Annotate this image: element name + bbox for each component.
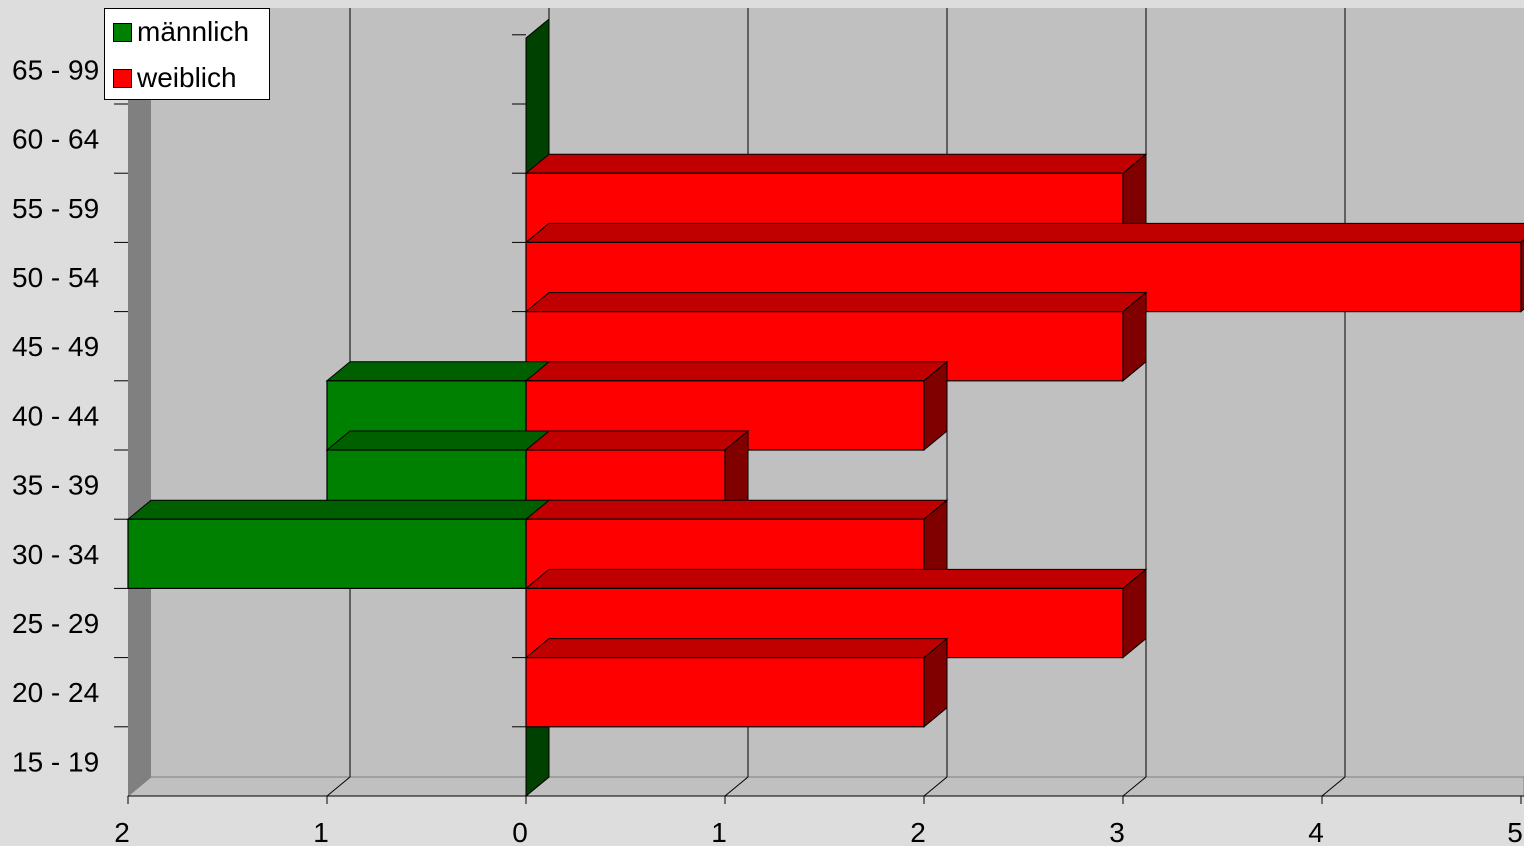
category-label-20-24: 20 - 24 (12, 677, 99, 708)
category-label-50-54: 50 - 54 (12, 262, 99, 293)
legend-swatch-weiblich (113, 68, 132, 88)
value-tick-label-5: 3 (1109, 817, 1125, 846)
bar-maennlich-40-44-top (325, 361, 551, 382)
bar-weiblich-20-24 (524, 637, 949, 728)
legend: männlich weiblich (104, 8, 270, 100)
plot-floor (126, 776, 1524, 797)
axes: 15 - 19 20 - 24 25 - 29 30 - 34 35 - 39 40 - … (12, 34, 1524, 846)
value-tick-label-6: 4 (1308, 817, 1324, 846)
bar-weiblich-30-34-top (524, 499, 949, 520)
bar-maennlich-30-34 (126, 499, 551, 590)
bar-weiblich-50-54-top (524, 222, 1524, 243)
gridline-floor-3 (923, 776, 948, 797)
value-tick-label-1: 1 (313, 817, 329, 846)
value-tick-label-7: 5 (1507, 817, 1523, 846)
legend-entry-weiblich: weiblich (113, 62, 237, 93)
gridline-floor-2 (724, 776, 749, 797)
bar-maennlich-30-34-front (127, 518, 527, 590)
gridline-floor-4 (1122, 776, 1147, 797)
bar-weiblich-35-39-top (524, 430, 750, 451)
bar-weiblich-25-29-top (524, 568, 1148, 589)
category-label-15-19: 15 - 19 (12, 746, 99, 777)
category-label-60-64: 60 - 64 (12, 124, 99, 155)
bar-weiblich-40-44-top (524, 361, 949, 382)
category-label-55-59: 55 - 59 (12, 193, 99, 224)
gridline-floor-5 (1321, 776, 1346, 797)
legend-label-weiblich: weiblich (137, 62, 237, 93)
category-label-30-34: 30 - 34 (12, 539, 99, 570)
bar-weiblich-20-24-front (525, 656, 925, 728)
category-label-25-29: 25 - 29 (12, 608, 99, 639)
category-label-40-44: 40 - 44 (12, 400, 99, 431)
bar-weiblich-45-49-top (524, 292, 1148, 313)
legend-entry-maennlich: männlich (113, 16, 250, 47)
bar-weiblich-45-49 (524, 291, 1148, 382)
bar-weiblich-55-59-top (524, 153, 1148, 174)
category-label-65-99: 65 - 99 (12, 54, 99, 85)
category-label-45-49: 45 - 49 (12, 331, 99, 362)
gridline-floor-0 (326, 776, 351, 797)
bar-weiblich-20-24-top (524, 638, 949, 659)
legend-swatch-maennlich (113, 22, 132, 42)
value-tick-label-2: 0 (512, 817, 528, 846)
bar-maennlich-35-39-top (325, 430, 551, 451)
value-tick-label-3: 1 (711, 817, 727, 846)
category-label-35-39: 35 - 39 (12, 470, 99, 501)
plot-side-wall (128, 8, 151, 796)
value-tick-label-4: 2 (910, 817, 926, 846)
value-tick-label-0: 2 (114, 817, 130, 846)
bar-maennlich-30-34-top (126, 499, 551, 520)
legend-label-maennlich: männlich (137, 16, 250, 47)
bars (126, 17, 1524, 798)
